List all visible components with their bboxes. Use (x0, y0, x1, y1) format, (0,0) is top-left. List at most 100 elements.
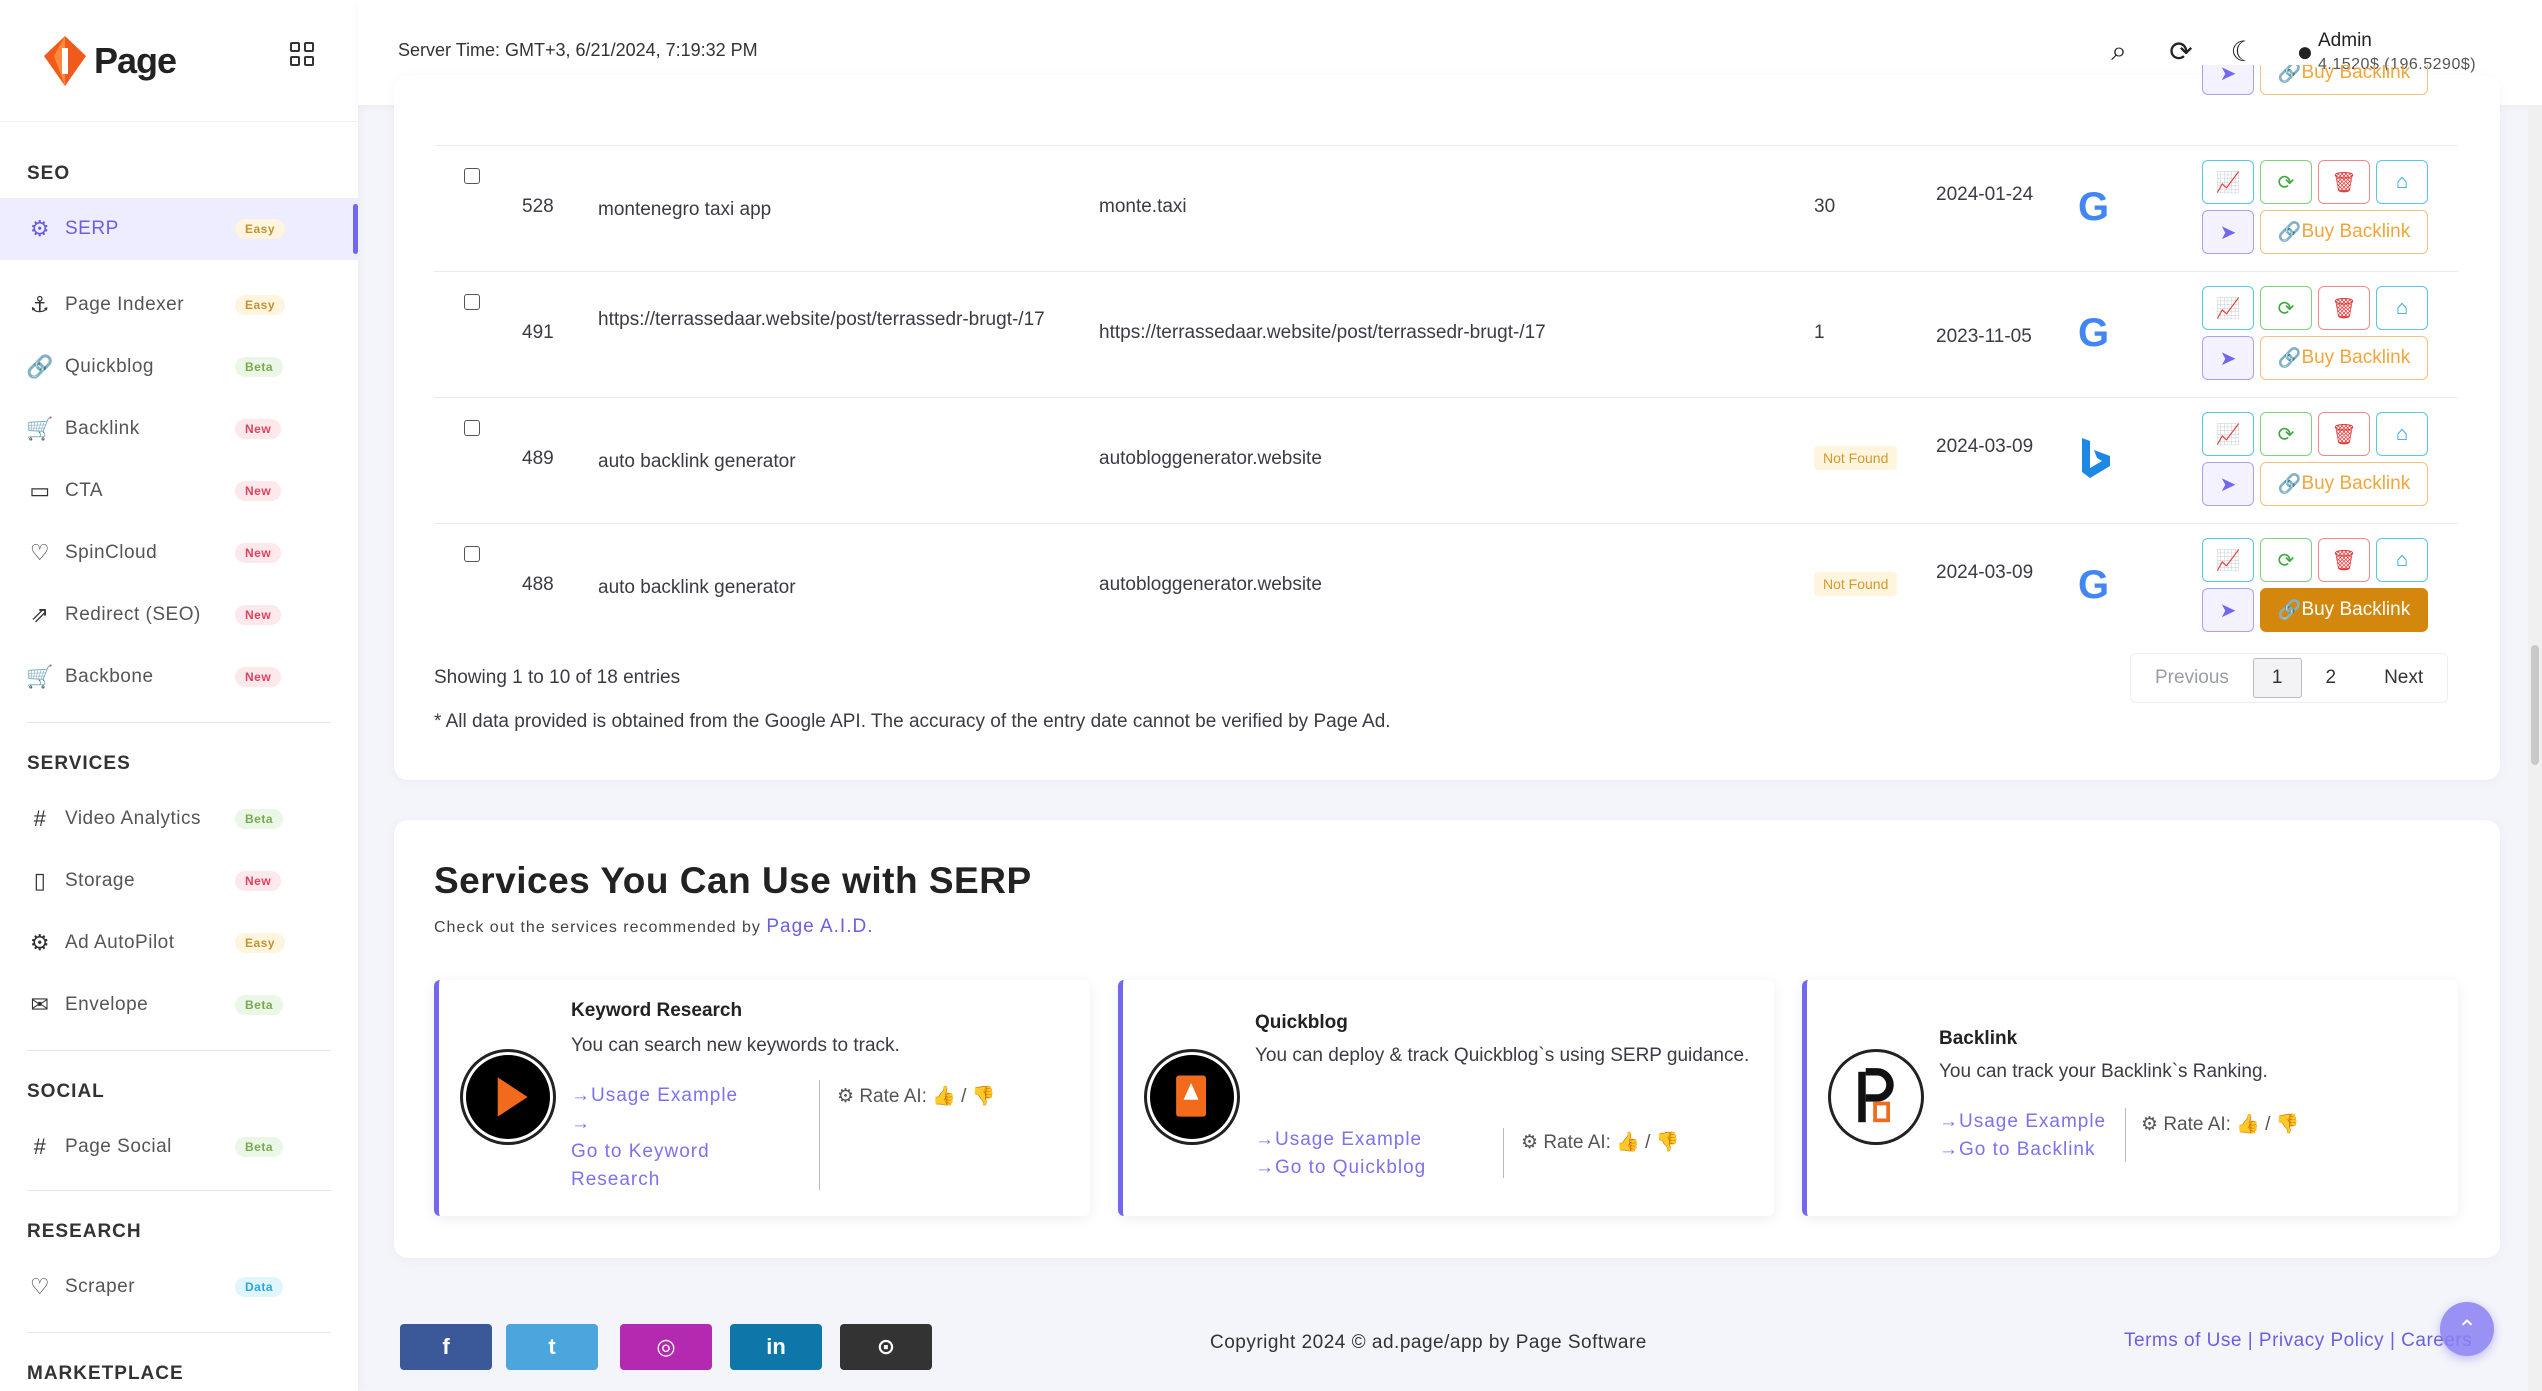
thumbs-up-icon[interactable]: 👍 (1616, 1132, 1640, 1153)
terms-link[interactable]: Terms of Use (2124, 1330, 2242, 1351)
sidebar-item-scraper[interactable]: ♡ Scraper Data (0, 1256, 358, 1318)
buy-backlink-button[interactable]: 🔗 Buy Backlink (2260, 336, 2428, 380)
rocket-button[interactable]: ➤ (2202, 462, 2254, 506)
services-card: Services You Can Use with SERP Check out… (394, 820, 2500, 1258)
twitter-button[interactable]: t (506, 1324, 598, 1370)
refresh-button[interactable]: ⟳ (2260, 286, 2312, 330)
service-description: You can search new keywords to track. (571, 1035, 900, 1056)
user-icon[interactable]: ● (2296, 35, 2314, 67)
sidebar-item-envelope[interactable]: ✉ Envelope Beta (0, 974, 358, 1036)
home-button[interactable]: ⌂ (2376, 538, 2428, 582)
instagram-button[interactable]: ◎ (620, 1324, 712, 1370)
status-badge: New (235, 605, 282, 625)
page-aid-link[interactable]: Page A.I.D. (766, 916, 874, 937)
go-to-backlink-link[interactable]: →Go to Backlink (1939, 1139, 2096, 1160)
pagination-next[interactable]: Next (2384, 667, 2424, 688)
chart-line-icon: 📈 (2215, 297, 2241, 320)
sidebar-item-redirect-seo[interactable]: ⇗ Redirect (SEO) New (0, 584, 358, 646)
seo-section: SEO ⚙ SERP Easy ⚓ Page Indexer Easy 🔗 Quickbl… (0, 150, 358, 708)
scrollbar-thumb[interactable] (2531, 645, 2539, 765)
github-button[interactable]: ⊙ (840, 1324, 932, 1370)
services-subtitle-text: Check out the services recommended by (434, 919, 761, 936)
sidebar-item-label: SERP (65, 218, 119, 239)
scroll-to-top-button[interactable]: ⌃ (2440, 1302, 2494, 1356)
row-date: 2024-03-09 (1936, 436, 2034, 457)
status-badge: New (235, 481, 282, 501)
go-to-quickblog-link[interactable]: →Go to Quickblog (1255, 1157, 1427, 1178)
search-icon[interactable]: ⌕ (2111, 35, 2127, 66)
rocket-button[interactable]: ➤ (2202, 65, 2254, 95)
sidebar-item-backlink[interactable]: 🛒 Backlink New (0, 398, 358, 460)
chip-icon: ⚙ (29, 930, 51, 955)
home-button[interactable]: ⌂ (2376, 286, 2428, 330)
sidebar-item-spincloud[interactable]: ♡ SpinCloud New (0, 522, 358, 584)
sidebar-item-video-analytics[interactable]: # Video Analytics Beta (0, 788, 358, 850)
user-menu[interactable]: Admin 4.1520$ (196.5290$) (2318, 30, 2476, 74)
linkedin-button[interactable]: in (730, 1324, 822, 1370)
delete-button[interactable]: 🗑 (2318, 538, 2370, 582)
chart-button[interactable]: 📈 (2202, 160, 2254, 204)
home-icon: ⌂ (2395, 422, 2409, 445)
page-scrollbar[interactable] (2528, 105, 2542, 1391)
buy-backlink-button[interactable]: 🔗 Buy Backlink (2260, 462, 2428, 506)
go-to-keyword-research-link[interactable]: → Go to Keyword Research (571, 1113, 710, 1190)
refresh-icon: ⟳ (2277, 549, 2295, 572)
trash-icon: 🗑 (2331, 297, 2357, 320)
buy-backlink-button[interactable]: 🔗 Buy Backlink (2260, 65, 2428, 95)
usage-example-link[interactable]: →Usage Example (1255, 1129, 1423, 1150)
sidebar-item-cta[interactable]: ▭ CTA New (0, 460, 358, 522)
section-title-marketplace: MARKETPLACE (27, 1363, 184, 1384)
thumbs-down-icon[interactable]: 👎 (1655, 1132, 1680, 1153)
rocket-button[interactable]: ➤ (2202, 336, 2254, 380)
refresh-icon[interactable]: ⟳ (2169, 36, 2193, 67)
sidebar-item-ad-autopilot[interactable]: ⚙ Ad AutoPilot Easy (0, 912, 358, 974)
home-button[interactable]: ⌂ (2376, 160, 2428, 204)
chart-button[interactable]: 📈 (2202, 286, 2254, 330)
pagination-page-1[interactable]: 1 (2252, 658, 2302, 698)
sidebar-item-page-indexer[interactable]: ⚓ Page Indexer Easy (0, 274, 358, 336)
usage-example-link[interactable]: →Usage Example (1939, 1111, 2107, 1132)
svg-text:G: G (2078, 311, 2109, 354)
pagination-page-2[interactable]: 2 (2325, 667, 2337, 688)
home-button[interactable]: ⌂ (2376, 412, 2428, 456)
server-time: Server Time: GMT+3, 6/21/2024, 7:19:32 P… (398, 40, 758, 60)
moon-icon[interactable]: ☾ (2230, 36, 2256, 67)
sidebar-item-storage[interactable]: ▯ Storage New (0, 850, 358, 912)
usage-example-link[interactable]: →Usage Example (571, 1085, 739, 1106)
thumbs-down-icon[interactable]: 👎 (2275, 1114, 2300, 1135)
rocket-button[interactable]: ➤ (2202, 210, 2254, 254)
buy-backlink-button[interactable]: 🔗 Buy Backlink (2260, 588, 2428, 632)
apps-grid-icon[interactable] (290, 42, 314, 66)
privacy-link[interactable]: Privacy Policy (2258, 1330, 2385, 1351)
row-checkbox[interactable] (464, 546, 480, 562)
buy-backlink-button[interactable]: 🔗 Buy Backlink (2260, 210, 2428, 254)
sidebar-item-quickblog[interactable]: 🔗 Quickblog Beta (0, 336, 358, 398)
row-checkbox[interactable] (464, 168, 480, 184)
refresh-button[interactable]: ⟳ (2260, 160, 2312, 204)
delete-button[interactable]: 🗑 (2318, 160, 2370, 204)
logo[interactable]: Page (42, 34, 177, 88)
thumbs-up-icon[interactable]: 👍 (932, 1086, 956, 1107)
sidebar-item-backbone[interactable]: 🛒 Backbone New (0, 646, 358, 708)
services-title: Services You Can Use with SERP (434, 860, 1032, 901)
refresh-button[interactable]: ⟳ (2260, 412, 2312, 456)
row-checkbox[interactable] (464, 294, 480, 310)
refresh-button[interactable]: ⟳ (2260, 538, 2312, 582)
delete-button[interactable]: 🗑 (2318, 286, 2370, 330)
facebook-button[interactable]: f (400, 1324, 492, 1370)
pagination-previous[interactable]: Previous (2155, 667, 2229, 688)
sidebar-item-page-social[interactable]: # Page Social Beta (0, 1116, 358, 1178)
separator (1503, 1128, 1504, 1178)
sidebar-item-label: CTA (65, 480, 104, 501)
row-checkbox[interactable] (464, 420, 480, 436)
chart-button[interactable]: 📈 (2202, 412, 2254, 456)
quickblog-avatar (1147, 1052, 1237, 1142)
external-link-icon: ⇗ (30, 602, 50, 627)
thumbs-up-icon[interactable]: 👍 (2236, 1114, 2260, 1135)
chart-button[interactable]: 📈 (2202, 538, 2254, 582)
rocket-button[interactable]: ➤ (2202, 588, 2254, 632)
thumbs-down-icon[interactable]: 👎 (971, 1086, 996, 1107)
sidebar-item-serp[interactable]: ⚙ SERP Easy (0, 198, 358, 260)
link-icon: 🔗 (2277, 65, 2302, 84)
delete-button[interactable]: 🗑 (2318, 412, 2370, 456)
